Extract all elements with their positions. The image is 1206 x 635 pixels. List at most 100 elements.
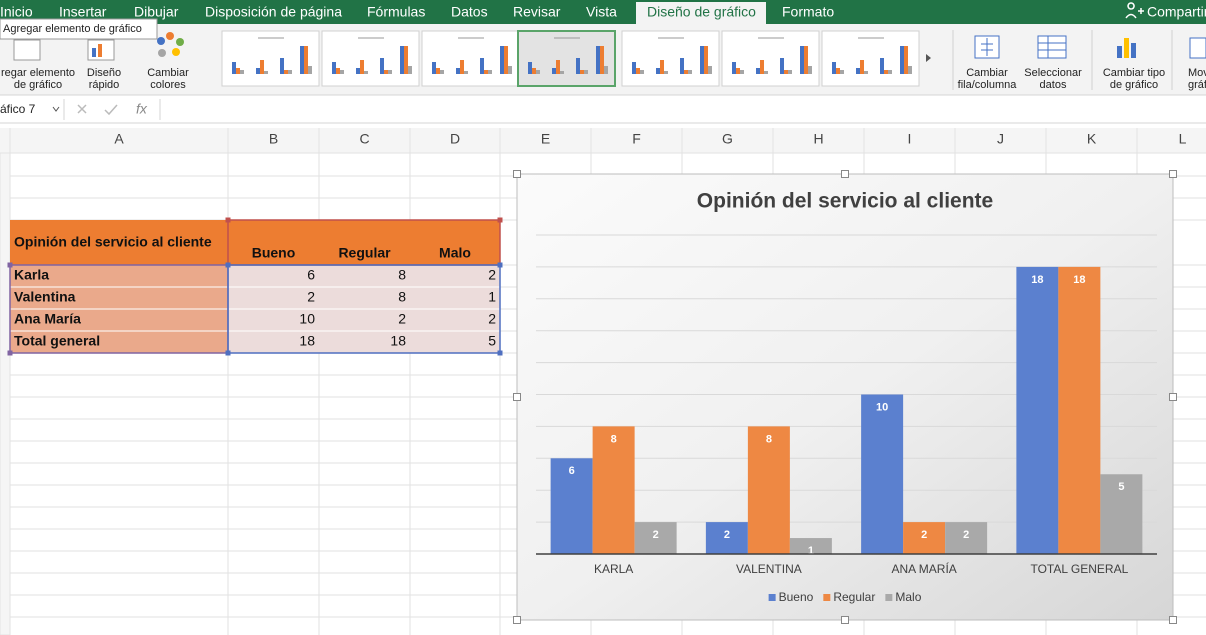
thumbnail-bar (884, 70, 888, 74)
thumbnail-bar (600, 46, 604, 74)
ribbon-tab[interactable]: Inicio (0, 4, 33, 20)
thumbnail-bar (532, 68, 536, 74)
thumbnail-bar (500, 46, 504, 74)
chart-handle[interactable] (513, 616, 521, 624)
data-label: 8 (766, 433, 772, 445)
column-header[interactable]: G (722, 131, 733, 147)
column-header[interactable]: I (908, 131, 912, 147)
icon (172, 48, 180, 56)
ribbon-button-label[interactable]: Diseño (87, 67, 121, 79)
thumbnail-bar (708, 66, 712, 74)
ribbon-button-label[interactable]: regar elemento (1, 67, 75, 79)
chart-style-thumbnail[interactable] (621, 30, 720, 87)
column-header[interactable]: F (632, 131, 641, 147)
column-header[interactable]: A (114, 131, 124, 147)
bar (1016, 266, 1059, 554)
column-header[interactable]: J (997, 131, 1004, 147)
ribbon-button-label[interactable]: fila/columna (958, 79, 1018, 91)
ribbon-tab[interactable]: Fórmulas (367, 4, 425, 20)
ribbon-button-label[interactable]: Seleccionar (1024, 67, 1082, 79)
cell-value[interactable]: 2 (488, 267, 496, 283)
thumbnail-bar (832, 62, 836, 74)
thumbnail-bar (256, 68, 260, 74)
cell-value[interactable]: 2 (398, 311, 406, 327)
thumbnail-bar (764, 71, 768, 74)
cell-value[interactable]: 1 (488, 289, 496, 305)
ribbon-button-label[interactable]: Cambiar tipo (1103, 67, 1165, 79)
chart-handle[interactable] (1169, 393, 1177, 401)
ribbon-button-label[interactable]: Mov (1188, 67, 1206, 79)
cell-value[interactable]: 2 (307, 289, 315, 305)
row-label[interactable]: Valentina (14, 289, 76, 305)
thumbnail-bar (660, 60, 664, 74)
cell-value[interactable]: 18 (299, 333, 315, 349)
thumbnail-bar (560, 71, 564, 74)
cancel-icon (77, 104, 87, 114)
formula-bar (0, 96, 1206, 123)
ribbon-button-label[interactable]: colores (150, 79, 186, 91)
legend-label[interactable]: Malo (895, 590, 921, 604)
thumbnail-bar (760, 60, 764, 74)
cell-value[interactable]: 2 (488, 311, 496, 327)
ribbon-button-label[interactable]: Cambiar (966, 67, 1008, 79)
ribbon-tab[interactable]: Formato (782, 4, 834, 20)
thumbnail-bar (232, 62, 236, 74)
row-label[interactable]: Karla (14, 267, 49, 283)
table-header-cell: Malo (439, 245, 471, 261)
row-label[interactable]: Total general (14, 333, 100, 349)
column-header[interactable]: L (1179, 131, 1187, 147)
cell-value[interactable]: 6 (307, 267, 315, 283)
thumbnail-bar (704, 46, 708, 74)
enter-icon (104, 104, 118, 116)
name-box[interactable]: áfico 7 (0, 102, 36, 116)
data-label: 18 (1073, 274, 1085, 286)
cell-value[interactable]: 5 (488, 333, 496, 349)
data-label: 6 (569, 465, 575, 477)
chart-handle[interactable] (1169, 170, 1177, 178)
chart-handle[interactable] (841, 616, 849, 624)
thumbnail-bar (504, 46, 508, 74)
chart-handle[interactable] (513, 170, 521, 178)
ribbon-button-label[interactable]: rápido (89, 79, 120, 91)
share-icon (1125, 2, 1144, 19)
cell-value[interactable]: 8 (398, 289, 406, 305)
thumbnail-bar (656, 68, 660, 74)
ribbon-tab[interactable]: Insertar (59, 4, 107, 20)
ribbon-tab[interactable]: Diseño de gráfico (647, 4, 756, 20)
ribbon-tab[interactable]: Vista (586, 4, 617, 20)
legend-label[interactable]: Regular (833, 590, 875, 604)
cell-value[interactable]: 10 (299, 311, 315, 327)
column-header[interactable]: B (269, 131, 278, 147)
legend-swatch (823, 594, 831, 601)
icon (981, 38, 993, 56)
thumbnail-bar (528, 62, 532, 74)
cell-value[interactable]: 8 (398, 267, 406, 283)
chart-handle[interactable] (513, 393, 521, 401)
range-handle (225, 217, 231, 223)
ribbon-button-label[interactable]: gráf (1188, 79, 1206, 91)
value-cells (227, 286, 501, 310)
column-header[interactable]: D (450, 131, 460, 147)
chart-title: Opinión del servicio al cliente (697, 190, 993, 213)
ribbon-button-label[interactable]: de gráfico (14, 79, 62, 91)
cell-value[interactable]: 18 (390, 333, 406, 349)
ribbon-tab[interactable]: Revisar (513, 4, 561, 20)
column-header[interactable]: C (359, 131, 369, 147)
share-button[interactable]: Compartir (1147, 4, 1206, 20)
icon (13, 39, 41, 61)
column-header[interactable]: E (541, 131, 550, 147)
ribbon-button-label[interactable]: datos (1040, 79, 1067, 91)
ribbon-button-label[interactable]: de gráfico (1110, 79, 1158, 91)
legend-label[interactable]: Bueno (779, 590, 814, 604)
ribbon-tab[interactable]: Datos (451, 4, 488, 20)
thumbnail-bar (860, 60, 864, 74)
thumbnail-bar (784, 70, 788, 74)
column-header[interactable]: H (813, 131, 823, 147)
row-label[interactable]: Ana María (14, 311, 81, 327)
ribbon-tab[interactable]: Dibujar (134, 4, 179, 20)
column-header[interactable]: K (1087, 131, 1097, 147)
ribbon-tab[interactable]: Disposición de página (205, 4, 342, 20)
chart-handle[interactable] (841, 170, 849, 178)
ribbon-button-label[interactable]: Cambiar (147, 67, 189, 79)
chart-handle[interactable] (1169, 616, 1177, 624)
